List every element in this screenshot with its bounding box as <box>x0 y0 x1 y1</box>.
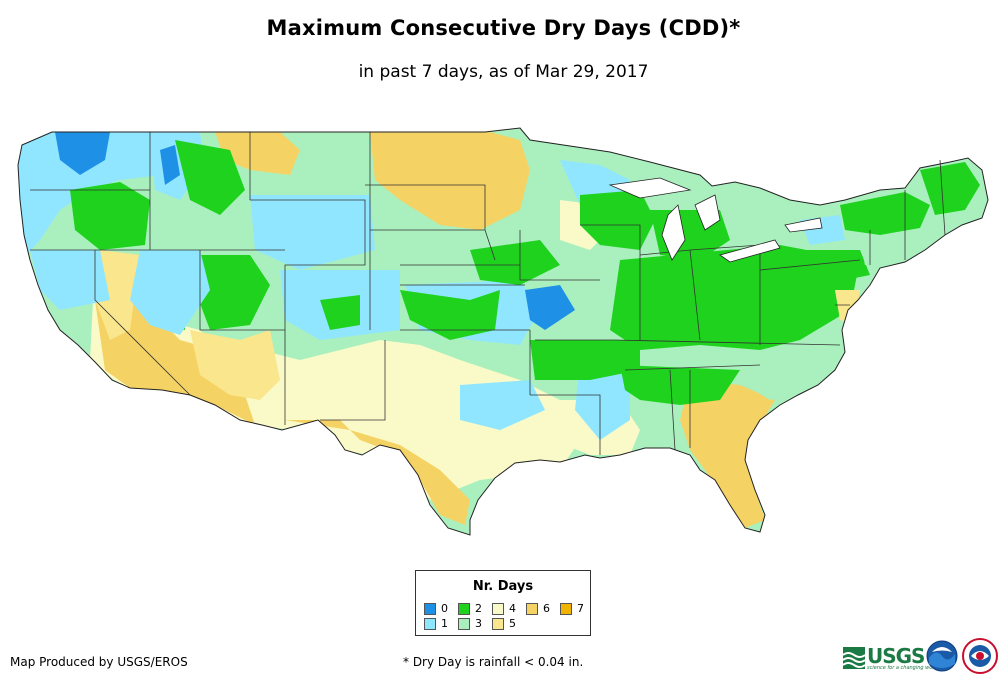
state-boundaries <box>30 132 946 455</box>
legend-swatch <box>458 603 470 615</box>
legend-item-1: 1 <box>424 618 448 630</box>
legend-label: 1 <box>441 617 448 630</box>
legend-swatch <box>492 618 504 630</box>
legend-item-2: 2 <box>458 603 482 615</box>
cdd-raster <box>18 128 988 535</box>
legend-label: 3 <box>475 617 482 630</box>
legend-swatch <box>458 618 470 630</box>
great-lakes <box>608 177 823 263</box>
nws-logo-icon <box>962 638 998 674</box>
legend: Nr. Days 0 1 2 3 4 5 6 7 <box>415 570 591 636</box>
legend-swatch <box>526 603 538 615</box>
legend-label: 7 <box>577 602 584 615</box>
legend-label: 4 <box>509 602 516 615</box>
legend-swatch <box>424 603 436 615</box>
producer-credit: Map Produced by USGS/EROS <box>10 655 188 669</box>
legend-item-4: 4 <box>492 603 516 615</box>
usgs-wordmark: USGS <box>867 644 925 668</box>
legend-swatch <box>492 603 504 615</box>
dry-day-footnote: * Dry Day is rainfall < 0.04 in. <box>403 655 584 669</box>
usgs-logo: USGS science for a changing world <box>843 643 939 671</box>
legend-item-3: 3 <box>458 618 482 630</box>
legend-label: 2 <box>475 602 482 615</box>
noaa-logo-icon <box>926 640 958 672</box>
legend-swatch <box>424 618 436 630</box>
legend-label: 5 <box>509 617 516 630</box>
legend-item-7: 7 <box>560 603 584 615</box>
map-subtitle: in past 7 days, as of Mar 29, 2017 <box>358 62 649 82</box>
map-title: Maximum Consecutive Dry Days (CDD)* <box>266 16 741 40</box>
legend-title: Nr. Days <box>472 579 534 594</box>
legend-swatch <box>560 603 572 615</box>
us-outline <box>17 127 989 536</box>
legend-item-0: 0 <box>424 603 448 615</box>
legend-item-6: 6 <box>526 603 550 615</box>
usgs-wave-icon <box>843 647 865 669</box>
usgs-tagline: science for a changing world <box>867 665 939 671</box>
legend-label: 0 <box>441 602 448 615</box>
legend-label: 6 <box>543 602 550 615</box>
legend-item-5: 5 <box>492 618 516 630</box>
